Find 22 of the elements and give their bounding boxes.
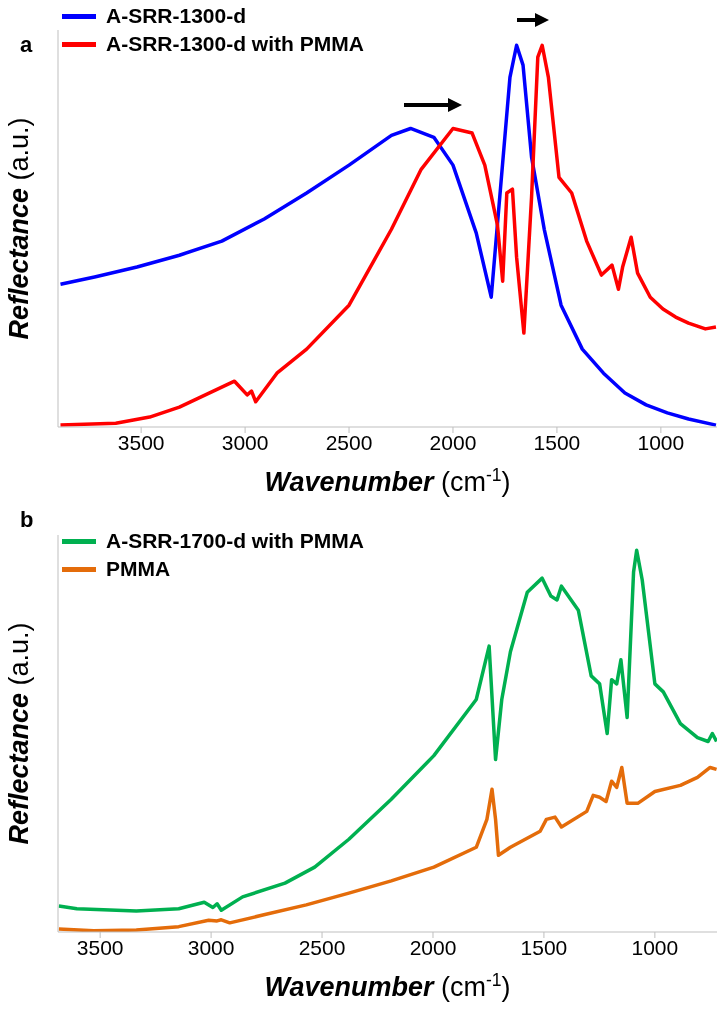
x-tick-label: 3000 — [221, 430, 269, 454]
x-tick-label: 2500 — [325, 430, 373, 454]
x-tick-label: 2000 — [429, 430, 477, 454]
x-axis-title: Wavenumber (cm$^{-1}$) — [264, 970, 511, 1002]
text: a — [20, 32, 33, 58]
x-tick-label: 1500 — [533, 430, 581, 454]
x-tick-label: 2000 — [409, 935, 457, 959]
x-tick-label: 3500 — [76, 935, 124, 959]
x-tick-label: 1500 — [520, 935, 568, 959]
x-tick-label: 1000 — [637, 430, 685, 454]
legend-label: PMMA — [106, 556, 171, 582]
x-tick-label: 2500 — [298, 935, 346, 959]
y-axis-title: Reflectance (a.u.) — [4, 117, 34, 340]
legend-label: A-SRR-1700-d with PMMA — [106, 528, 364, 554]
legend-label: A-SRR-1300-d with PMMA — [106, 31, 364, 57]
x-tick-label: 3500 — [117, 430, 165, 454]
text: b — [20, 507, 34, 533]
x-tick-label: 1000 — [631, 935, 679, 959]
x-tick-label: 3000 — [187, 935, 235, 959]
y-axis-title: Reflectance (a.u.) — [4, 622, 34, 845]
x-axis-title: Wavenumber (cm$^{-1}$) — [264, 465, 511, 497]
legend-label: A-SRR-1300-d — [106, 3, 247, 29]
